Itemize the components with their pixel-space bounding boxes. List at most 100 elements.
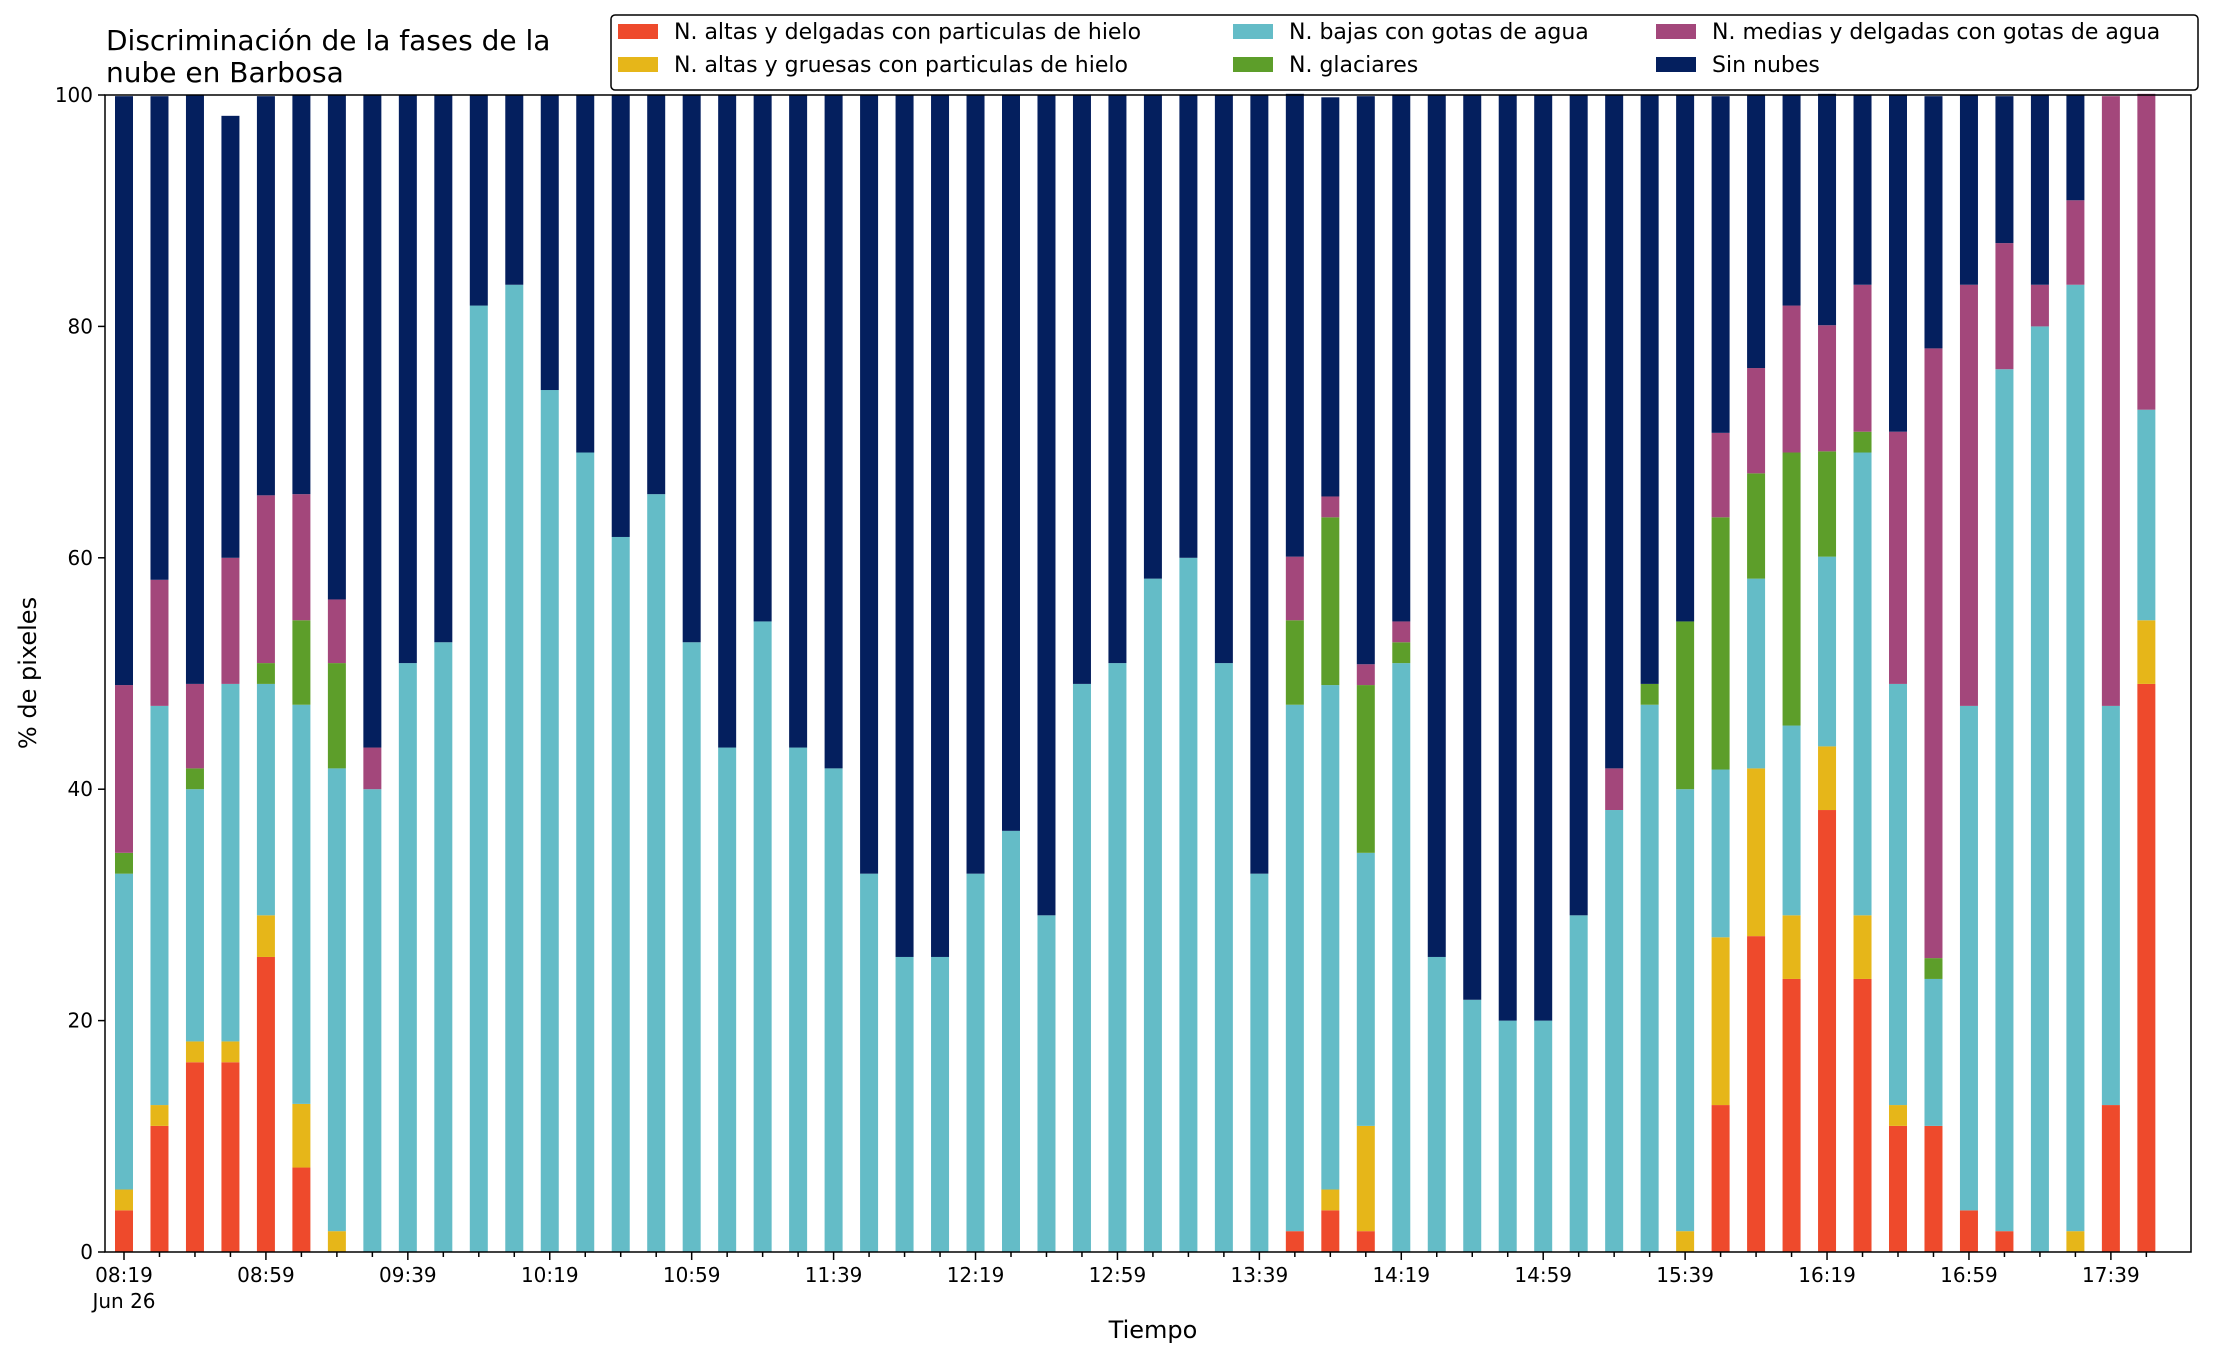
bar-segment-5-series-3 [292, 620, 311, 705]
legend-frame [610, 14, 2199, 91]
bar-segment-2-series-1 [185, 1041, 204, 1063]
bar-segment-35-series-2 [1356, 852, 1375, 1126]
bar-segment-44-series-3 [1676, 621, 1695, 790]
bar-segment-20-series-2 [824, 768, 843, 1252]
bar-segment-56-series-4 [2101, 96, 2120, 706]
bar-segment-27-series-2 [1072, 683, 1091, 1252]
legend-label-0: N. altas y delgadas con particulas de hi… [674, 20, 1141, 45]
legend-swatch-3 [1233, 57, 1273, 72]
bar-segment-48-series-2 [1818, 556, 1837, 747]
bar-segment-0-series-2 [115, 873, 133, 1190]
bar-segment-14-series-2 [611, 536, 630, 1252]
bar-segment-49-series-5 [1853, 95, 1872, 285]
x-tick-label-1: 08:59 [237, 1263, 295, 1287]
x-tick-label-7: 12:59 [1089, 1263, 1147, 1287]
x-tick-label-10: 14:59 [1514, 1263, 1572, 1287]
bar-segment-8-series-2 [398, 663, 417, 1252]
x-tick-label-3: 10:19 [521, 1263, 579, 1287]
bar-segment-5-series-5 [292, 95, 311, 495]
bar-segment-30-series-2 [1179, 557, 1198, 1252]
bar-segment-48-series-4 [1818, 325, 1837, 452]
bar-segment-19-series-2 [789, 747, 808, 1252]
bar-segment-32-series-2 [1250, 873, 1269, 1252]
bar-segment-0-series-0 [115, 1210, 133, 1252]
bar-segment-35-series-3 [1356, 685, 1375, 853]
bar-segment-35-series-4 [1356, 664, 1375, 686]
x-tick-label-11: 15:39 [1656, 1263, 1714, 1287]
legend-swatch-4 [1656, 24, 1696, 39]
bar-segment-4-series-0 [256, 956, 275, 1252]
bar-segment-48-series-3 [1818, 451, 1837, 557]
bar-segment-7-series-5 [363, 95, 382, 748]
legend-label-2: N. bajas con gotas de agua [1289, 20, 1589, 45]
legend-swatch-1 [618, 57, 658, 72]
bar-segment-5-series-1 [292, 1103, 311, 1168]
bar-segment-13-series-5 [576, 95, 595, 453]
bar-segment-0-series-1 [115, 1189, 133, 1211]
bar-segment-16-series-2 [682, 642, 701, 1252]
bar-segment-0-series-5 [115, 96, 133, 686]
bar-segment-52-series-2 [1959, 705, 1978, 1211]
bar-segment-33-series-0 [1285, 1231, 1304, 1252]
bar-segment-25-series-2 [1002, 830, 1020, 1252]
bar-segment-4-series-1 [256, 915, 275, 957]
bar-segment-18-series-5 [753, 95, 772, 622]
bar-segment-52-series-4 [1959, 284, 1978, 706]
bar-segment-6-series-4 [327, 599, 346, 664]
bar-segment-55-series-2 [2066, 284, 2085, 1232]
bar-segment-34-series-3 [1321, 517, 1340, 686]
bar-segment-27-series-5 [1072, 95, 1091, 684]
bar-segment-46-series-4 [1747, 368, 1766, 474]
bar-segment-10-series-2 [469, 305, 488, 1252]
bar-segment-5-series-0 [292, 1167, 311, 1252]
bar-segment-56-series-0 [2101, 1105, 2120, 1252]
bar-segment-23-series-2 [931, 956, 950, 1252]
bar-segment-21-series-5 [860, 95, 879, 874]
bar-segment-4-series-2 [256, 683, 275, 916]
bar-segment-20-series-5 [824, 95, 843, 769]
bar-segment-0-series-3 [115, 852, 133, 874]
bar-segment-0-series-4 [115, 685, 133, 853]
bar-segment-47-series-3 [1782, 452, 1801, 726]
bar-segment-29-series-2 [1143, 578, 1162, 1252]
bar-segment-42-series-2 [1605, 810, 1624, 1252]
bar-segment-46-series-2 [1747, 578, 1766, 769]
bar-segment-34-series-0 [1321, 1210, 1340, 1252]
bar-segment-7-series-2 [363, 789, 382, 1252]
bar-segment-40-series-2 [1534, 1020, 1553, 1252]
bar-segment-52-series-5 [1959, 95, 1978, 285]
bar-segment-2-series-5 [185, 95, 204, 684]
bar-segment-50-series-2 [1889, 683, 1907, 1106]
bar-segment-48-series-5 [1818, 93, 1837, 326]
bar-segment-1-series-1 [150, 1105, 169, 1126]
bar-segment-3-series-2 [221, 683, 240, 1042]
bar-segment-3-series-4 [221, 557, 240, 684]
x-tick-label-14: 17:39 [2082, 1263, 2140, 1287]
legend-label-5: Sin nubes [1712, 53, 1820, 78]
bar-segment-52-series-0 [1959, 1210, 1978, 1252]
bar-segment-22-series-5 [895, 95, 914, 957]
bar-segment-35-series-5 [1356, 96, 1375, 665]
bar-segment-40-series-5 [1534, 95, 1553, 1021]
bar-segment-44-series-1 [1676, 1231, 1695, 1252]
bar-segment-57-series-1 [2137, 620, 2156, 684]
bar-segment-49-series-4 [1853, 284, 1872, 432]
bar-segment-2-series-2 [185, 789, 204, 1042]
bar-segment-39-series-2 [1498, 1020, 1517, 1252]
bar-segment-45-series-3 [1711, 517, 1730, 770]
bar-segment-36-series-3 [1392, 642, 1411, 664]
bar-segment-42-series-5 [1605, 95, 1624, 769]
bar-segment-54-series-2 [2030, 326, 2049, 1252]
bar-segment-37-series-2 [1427, 956, 1446, 1252]
bar-segment-45-series-5 [1711, 96, 1730, 433]
bar-segment-1-series-5 [150, 96, 169, 580]
bar-segment-51-series-2 [1924, 978, 1943, 1126]
bar-segment-31-series-2 [1214, 663, 1233, 1252]
bar-segment-34-series-4 [1321, 496, 1340, 518]
bar-segment-2-series-0 [185, 1062, 204, 1252]
bar-segment-49-series-1 [1853, 915, 1872, 979]
x-tick-sublabel: Jun 26 [90, 1289, 155, 1313]
bar-segment-1-series-2 [150, 705, 169, 1106]
x-tick-label-2: 09:39 [379, 1263, 437, 1287]
